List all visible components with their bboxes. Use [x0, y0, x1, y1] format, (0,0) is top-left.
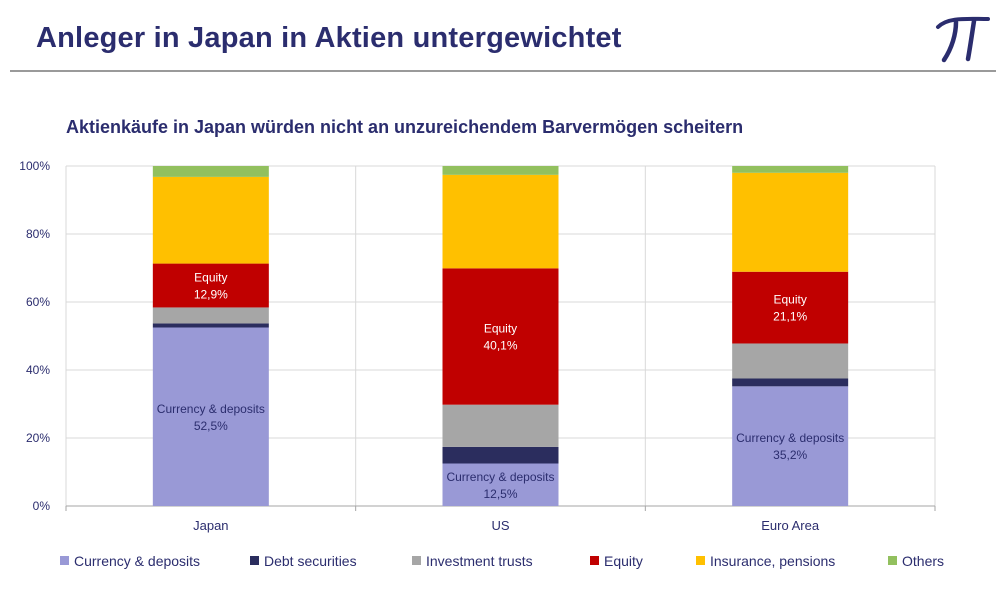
legend-item: Investment trusts [412, 553, 533, 569]
y-tick-label: 20% [26, 431, 50, 445]
bar-currency-deposits-euro-area [732, 386, 849, 506]
y-tick-label: 100% [19, 159, 50, 173]
bar-investment-trusts-japan [152, 307, 269, 324]
bar-investment-trusts-us [442, 404, 559, 447]
chart-title: Aktienkäufe in Japan würden nicht an unz… [66, 117, 744, 137]
bar-currency-deposits-japan [152, 327, 269, 506]
y-tick-label: 0% [33, 499, 51, 513]
bar-currency-deposits-us [442, 463, 559, 506]
chart-legend: Currency & deposits Debt securities Invest… [60, 553, 960, 571]
legend-item: Debt securities [250, 553, 357, 569]
bar-insurance-pensions-japan [152, 176, 269, 264]
data-label-name: Equity [773, 293, 806, 307]
bar-debt-securities-euro-area [732, 378, 849, 387]
y-tick-label: 80% [26, 227, 50, 241]
bar-others-euro-area [732, 166, 849, 173]
x-tick-label: Japan [193, 518, 228, 533]
legend-swatch [412, 556, 421, 565]
legend-item: Insurance, pensions [696, 553, 835, 569]
data-label-value: 21,1% [773, 310, 807, 324]
bar-debt-securities-japan [152, 323, 269, 328]
page-title: Anleger in Japan in Aktien untergewichte… [36, 22, 622, 54]
legend-label: Insurance, pensions [710, 553, 836, 569]
data-label-name: Equity [194, 271, 227, 285]
data-label-value: 35,2% [773, 448, 807, 462]
legend-swatch [590, 556, 599, 565]
legend-item: Others [888, 553, 944, 569]
bar-equity-euro-area [732, 271, 849, 344]
legend-label: Currency & deposits [74, 553, 201, 569]
bar-investment-trusts-euro-area [732, 343, 849, 379]
data-label-name: Currency & deposits [446, 470, 554, 484]
bar-insurance-pensions-euro-area [732, 172, 849, 272]
bar-insurance-pensions-us [442, 174, 559, 269]
bar-equity-us [442, 268, 559, 405]
data-label-value: 40,1% [483, 339, 517, 353]
stacked-bar-chart: 0% 20% 40% 60% 80% 100% Japan US Euro Area Curren… [19, 159, 936, 533]
x-tick-label: Euro Area [761, 518, 820, 533]
legend-label: Investment trusts [426, 553, 533, 569]
data-label-name: Currency & deposits [157, 402, 265, 416]
bar-others-us [442, 166, 559, 175]
data-label-value: 12,9% [194, 288, 228, 302]
y-tick-label: 40% [26, 363, 50, 377]
data-label-value: 52,5% [194, 419, 228, 433]
data-label-value: 12,5% [483, 487, 517, 501]
legend-swatch [60, 556, 69, 565]
legend-swatch [250, 556, 259, 565]
bar-debt-securities-us [442, 446, 559, 464]
legend-swatch [696, 556, 705, 565]
bar-equity-japan [152, 263, 269, 308]
title-divider [10, 70, 996, 72]
data-label-name: Currency & deposits [736, 431, 844, 445]
legend-label: Others [902, 553, 945, 569]
data-label-name: Equity [484, 322, 517, 336]
legend-swatch [888, 556, 897, 565]
y-tick-label: 60% [26, 295, 50, 309]
x-tick-label: US [491, 518, 509, 533]
legend-label: Debt securities [264, 553, 357, 569]
legend-label: Equity [604, 553, 643, 569]
legend-item: Equity [590, 553, 643, 569]
pi-icon [936, 16, 990, 63]
legend-item: Currency & deposits [60, 553, 200, 569]
bar-others-japan [152, 166, 269, 177]
